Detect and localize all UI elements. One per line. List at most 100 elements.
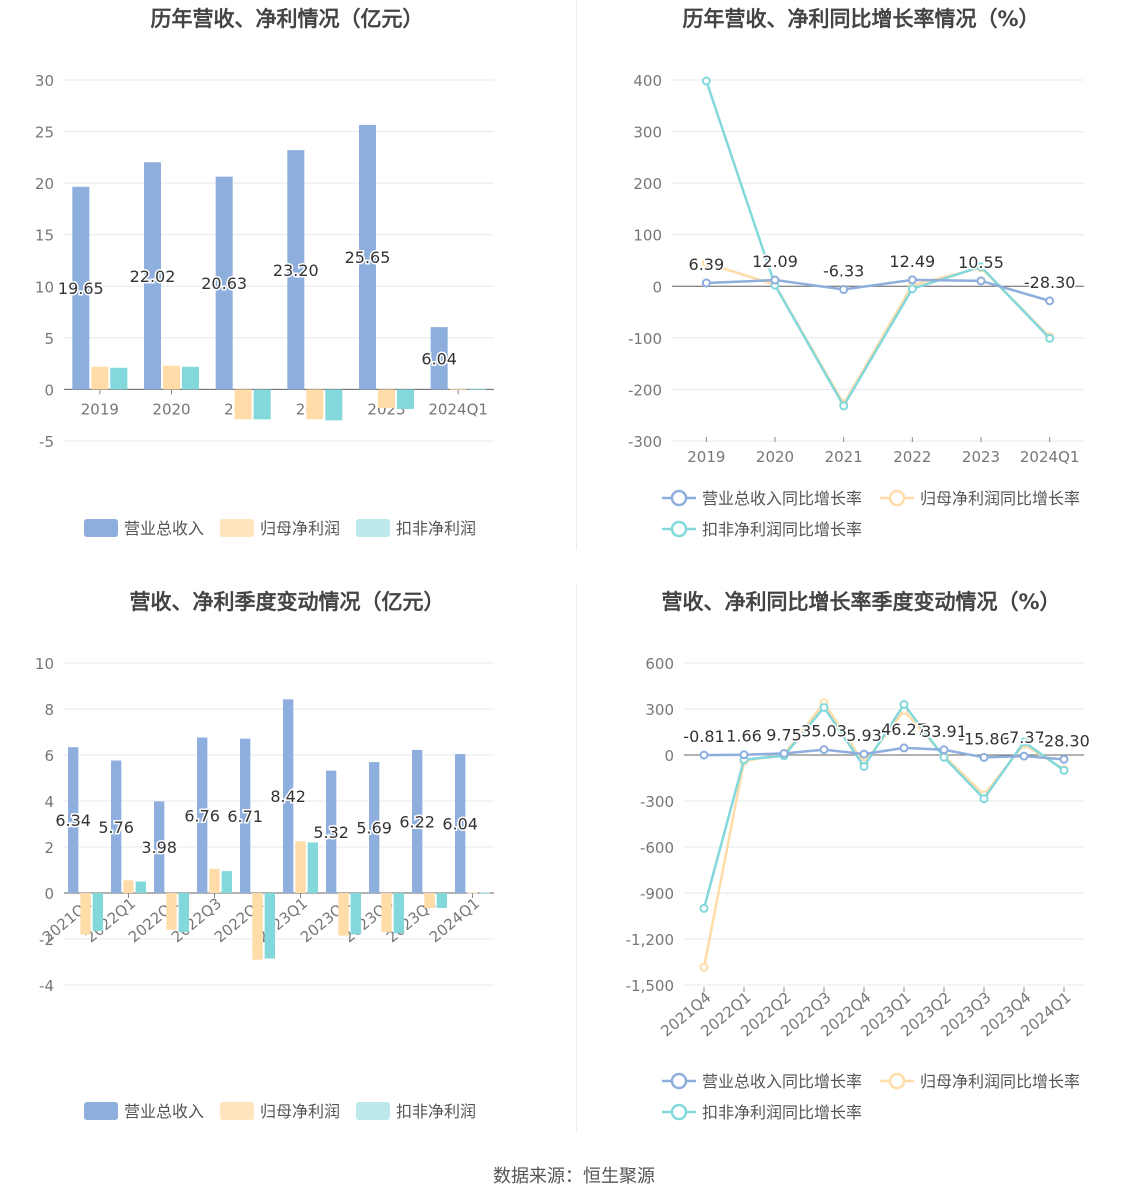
legend-label: 营业总收入 [124,1102,204,1121]
bar-revenue [369,762,380,893]
y-tick-label: -200 [628,381,662,399]
data-point [701,258,711,268]
x-tick-label: 2019 [687,448,725,466]
data-label: -28.30 [1024,273,1076,292]
y-tick-label: -900 [640,885,674,903]
bar-revenue [412,749,423,893]
bar-deducted-profit [307,842,318,893]
legend-marker [888,489,906,507]
bar-deducted-profit [253,389,271,420]
bar-deducted-profit [479,892,490,894]
y-tick-label: 100 [633,227,662,245]
y-tick-label: -4 [39,977,54,995]
data-label: 46.27 [881,720,927,739]
y-tick-label: -600 [640,839,674,857]
bar-revenue [430,327,448,390]
bar-net-profit [295,841,306,893]
data-label: -0.81 [683,727,724,746]
bar-net-profit [123,880,134,893]
data-label: 10.55 [958,253,1004,272]
y-tick-label: 0 [652,278,662,296]
data-point [701,76,711,86]
bar-net-profit [338,893,349,936]
y-tick-label: 0 [44,885,54,903]
bar-revenue [72,186,90,390]
x-tick-label: 2023 [962,448,1000,466]
quarterly-bar-chart: 营收、净利季度变动情况（亿元） -4 -2 0 2 4 6 8 10 2021Q4 2022Q1 20… [0,583,574,1166]
data-point [839,285,849,295]
bar-revenue [287,150,305,390]
data-point [1019,751,1029,761]
bar-revenue [326,770,337,893]
bar-net-profit [252,893,263,960]
y-tick-label: 0 [664,747,674,765]
y-tick-label: 25 [35,124,54,142]
legend-label: 归母净利润同比增长率 [920,489,1080,508]
x-tick-label: 2023 [367,400,405,418]
bar-net-profit [209,868,220,893]
y-tick-label: 15 [35,227,54,245]
bar-revenue [283,699,294,893]
bar-deducted-profit [182,366,199,390]
data-point [839,401,849,411]
y-tick-label: -300 [628,433,662,451]
annual-growth-line-chart-svg: 历年营收、净利同比增长率情况（%） -300 -200 -100 0 100 200 300 4… [628,7,1084,539]
bar-deducted-profit [92,893,103,931]
data-label: 9.75 [766,726,802,745]
annual-growth-line-chart: 历年营收、净利同比增长率情况（%） -300 -200 -100 0 100 200 300 4… [574,0,1148,583]
data-point [1059,765,1069,775]
data-label: 6.34 [55,811,91,830]
data-point [907,275,917,285]
data-label: 8.42 [270,787,306,806]
x-tick-label: 2019 [81,400,119,418]
data-point [770,275,780,285]
y-tick-label: 10 [35,655,54,673]
legend-swatch [356,519,390,537]
legend-label: 营业总收入 [124,519,204,538]
x-tick-label: 2024Q1 [1020,448,1080,466]
vertical-divider-bottom [576,583,577,1133]
data-label: 5.76 [98,818,134,837]
data-label: 35.03 [801,722,847,741]
legend-marker [670,1072,688,1090]
data-point [819,702,829,712]
legend-swatch [220,1102,254,1120]
data-point [701,278,711,288]
y-tick-label: -2 [39,931,54,949]
legend-marker [888,1072,906,1090]
bar-net-profit [234,389,252,420]
bar-revenue [215,176,233,390]
data-label: 22.02 [130,267,176,286]
data-label: 5.93 [846,726,882,745]
y-tick-label: 0 [44,381,54,399]
data-point [939,752,949,762]
bar-net-profit [80,893,91,935]
data-source-note: 数据来源：恒生聚源 [493,1166,655,1187]
y-tick-label: 200 [633,175,662,193]
vertical-divider-top [576,0,577,550]
bar-deducted-profit [393,893,404,934]
data-label: 25.65 [345,248,391,267]
data-point [699,962,709,972]
quarterly-growth-line-chart: 营收、净利同比增长率季度变动情况（%） -1,500 -1,200 -900 -600 -… [574,583,1148,1166]
data-point [899,699,909,709]
y-tick-label: 600 [645,655,674,673]
bar-revenue [455,754,466,893]
data-point [859,749,869,759]
legend-label: 营业总收入同比增长率 [702,1072,862,1091]
data-label: -28.30 [1038,731,1090,750]
y-tick-label: 20 [35,175,54,193]
data-label: 5.69 [356,819,392,838]
x-tick-label: 2021 [825,448,863,466]
quarterly-growth-line-chart-svg: 营收、净利同比增长率季度变动情况（%） -1,500 -1,200 -900 -600 -… [626,590,1092,1122]
chart-title: 历年营收、净利同比增长率情况（%） [682,7,1039,31]
y-tick-label: 5 [44,330,54,348]
data-label: -6.33 [823,262,864,281]
annual-bar-chart: 历年营收、净利情况（亿元）-50510152025302019202020212… [0,0,574,583]
y-tick-label: 6 [44,747,54,765]
data-point [976,276,986,286]
bar-revenue [359,124,376,390]
chart-title: 营收、净利季度变动情况（亿元） [130,590,445,614]
chart-title: 营收、净利同比增长率季度变动情况（%） [661,590,1060,614]
bar-net-profit [163,365,180,390]
